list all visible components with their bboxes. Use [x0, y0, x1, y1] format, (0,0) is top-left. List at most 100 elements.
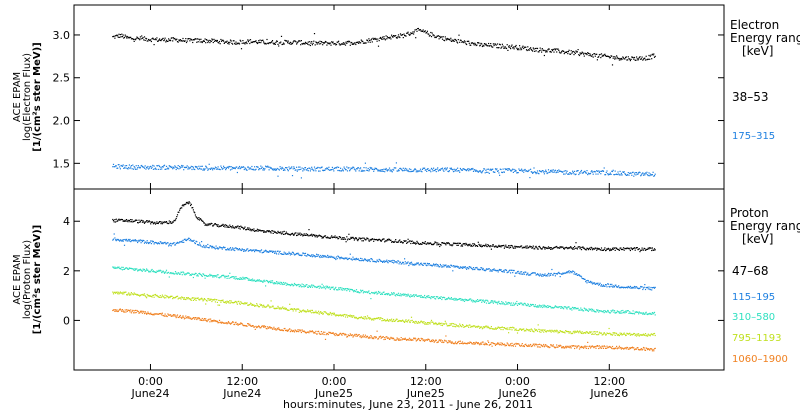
proton-point	[306, 310, 308, 312]
proton-point	[454, 242, 456, 245]
electron-point	[138, 166, 140, 168]
proton-point	[263, 231, 265, 233]
proton-point	[285, 308, 287, 310]
electron-point	[638, 171, 640, 173]
proton-point	[566, 271, 568, 273]
electron-point	[550, 171, 552, 173]
electron-point	[322, 169, 324, 171]
electron-point	[542, 49, 544, 51]
electron-point	[647, 58, 649, 60]
electron-point	[221, 167, 223, 169]
electron-point	[288, 42, 290, 44]
proton-point	[126, 309, 128, 311]
proton-point	[284, 282, 286, 284]
proton-point	[260, 304, 262, 307]
electron-point	[386, 38, 388, 40]
electron-point	[357, 42, 360, 44]
electron-point	[226, 166, 228, 168]
proton-point	[402, 261, 404, 263]
electron-point	[185, 38, 187, 40]
electron-point	[489, 169, 491, 171]
electron-point	[163, 164, 166, 166]
proton-point	[575, 331, 577, 333]
proton-point	[633, 333, 636, 335]
proton-point	[523, 330, 525, 332]
proton-point	[518, 329, 520, 331]
proton-point	[445, 244, 447, 246]
electron-point	[159, 166, 161, 168]
proton-point	[252, 249, 254, 251]
electron-point	[606, 170, 608, 172]
electron-point	[596, 170, 598, 172]
electron-point	[165, 39, 168, 41]
electron-point	[597, 173, 599, 175]
proton-point	[232, 321, 234, 323]
proton-point	[491, 270, 493, 272]
electron-point	[151, 166, 153, 168]
proton-point	[354, 238, 356, 240]
proton-point	[336, 236, 338, 238]
proton-point	[496, 327, 498, 329]
electron-point	[458, 170, 460, 172]
proton-point	[135, 219, 137, 221]
proton-point	[424, 242, 426, 245]
proton-point	[386, 261, 388, 263]
proton-point	[284, 253, 286, 255]
proton-point	[360, 316, 362, 318]
proton-point	[312, 234, 314, 236]
electron-point	[610, 55, 612, 57]
electron-point	[251, 168, 254, 171]
proton-point	[150, 295, 152, 297]
proton-point	[384, 260, 386, 262]
electron-point	[328, 166, 330, 168]
electron-point	[229, 41, 231, 43]
proton-point	[222, 299, 224, 301]
proton-point	[363, 237, 365, 239]
electron-point	[122, 34, 124, 36]
proton-point	[390, 239, 392, 241]
proton-point	[355, 237, 358, 239]
proton-point	[472, 299, 475, 302]
proton-point	[226, 323, 228, 325]
proton-point	[598, 311, 600, 313]
proton-point	[226, 300, 228, 302]
proton-point	[368, 316, 370, 319]
proton-point	[208, 299, 210, 301]
electron-point	[179, 39, 181, 41]
proton-point	[576, 307, 578, 309]
proton-point	[337, 255, 339, 257]
electron-point	[112, 35, 115, 38]
electron-point	[529, 177, 531, 179]
proton-point	[488, 245, 490, 247]
proton-point	[253, 228, 255, 230]
electron-point	[399, 167, 401, 170]
proton-point	[229, 226, 232, 228]
proton-point	[373, 293, 375, 295]
proton-point	[563, 331, 565, 333]
proton-point	[175, 317, 177, 319]
electron-point	[552, 171, 554, 173]
proton-point	[293, 234, 295, 236]
proton-point	[382, 238, 384, 240]
proton-point	[357, 238, 360, 240]
proton-point	[561, 273, 563, 275]
electron-point	[540, 49, 542, 51]
electron-point	[234, 42, 236, 44]
proton-point	[296, 285, 298, 287]
proton-point	[166, 222, 168, 224]
proton-point	[196, 297, 199, 299]
proton-point	[502, 329, 504, 331]
proton-point	[212, 320, 214, 322]
electron-point	[560, 170, 562, 172]
electron-point	[436, 168, 438, 170]
proton-point	[119, 219, 121, 221]
proton-point	[605, 334, 607, 336]
proton-point	[620, 248, 622, 251]
proton-point	[633, 313, 636, 315]
electron-point	[602, 170, 604, 172]
electron-point	[186, 165, 188, 167]
proton-point	[342, 288, 344, 290]
electron-point	[536, 47, 539, 50]
proton-point	[327, 285, 329, 287]
proton-point	[338, 236, 340, 238]
